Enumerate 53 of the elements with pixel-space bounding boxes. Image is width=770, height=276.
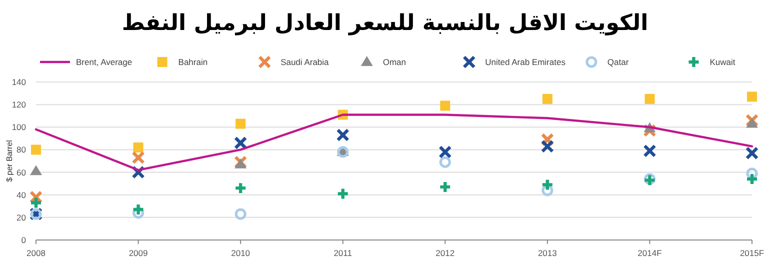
- y-tick-label: 120: [12, 100, 26, 110]
- point: [746, 118, 758, 128]
- y-tick-label: 140: [12, 77, 26, 87]
- point: [643, 144, 656, 158]
- point: [336, 187, 350, 200]
- point: [234, 208, 246, 220]
- point: [542, 94, 552, 104]
- x-tick-label: 2014F: [638, 248, 662, 258]
- point: [439, 156, 451, 168]
- point: [438, 180, 452, 194]
- y-tick-label: 60: [16, 167, 26, 178]
- y-tick-label: 0: [21, 235, 26, 245]
- point: [234, 158, 247, 168]
- x-tick-label: 2008: [26, 248, 46, 258]
- point: [336, 128, 350, 142]
- legend-label: Bahrain: [178, 57, 208, 67]
- legend-label: Kuwait: [710, 57, 736, 67]
- x-tick-label: 2013: [538, 248, 558, 258]
- legend-label: United Arab Emirates: [485, 57, 566, 67]
- legend-label: Oman: [382, 57, 406, 67]
- chart-title: الكويت الاقل بالنسبة للسعر العادل لبرميل النفط: [122, 11, 648, 36]
- point: [438, 145, 452, 159]
- point: [540, 178, 554, 192]
- point: [29, 196, 43, 210]
- point: [234, 181, 248, 195]
- legend-label: Brent, Average: [76, 57, 132, 67]
- point: [133, 142, 144, 152]
- point: [236, 118, 246, 129]
- point: [745, 172, 759, 186]
- point: [132, 202, 145, 216]
- x-tick-label: 2015F: [740, 248, 764, 258]
- point: [540, 140, 554, 153]
- y-tick-label: 40: [16, 190, 26, 200]
- x-tick-label: 2010: [231, 248, 250, 258]
- x-tick-label: 2012: [436, 248, 455, 258]
- x-tick-label: 2009: [128, 248, 148, 258]
- y-axis-title: $ per Barrel: [5, 140, 14, 182]
- point: [30, 165, 42, 176]
- legend-label: Qatar: [607, 57, 629, 67]
- point: [234, 156, 248, 169]
- point: [745, 114, 759, 127]
- y-tick-label: 80: [16, 144, 26, 155]
- point: [440, 100, 450, 111]
- point: [745, 146, 759, 160]
- point: [132, 151, 145, 164]
- y-tick-label: 20: [16, 212, 26, 222]
- x-tick-label: 2011: [334, 248, 352, 258]
- y-tick-label: 100: [12, 122, 26, 132]
- point: [234, 136, 248, 150]
- point: [747, 92, 757, 102]
- point: [644, 94, 655, 104]
- point: [31, 144, 41, 155]
- legend-label: Saudi Arabia: [280, 57, 330, 67]
